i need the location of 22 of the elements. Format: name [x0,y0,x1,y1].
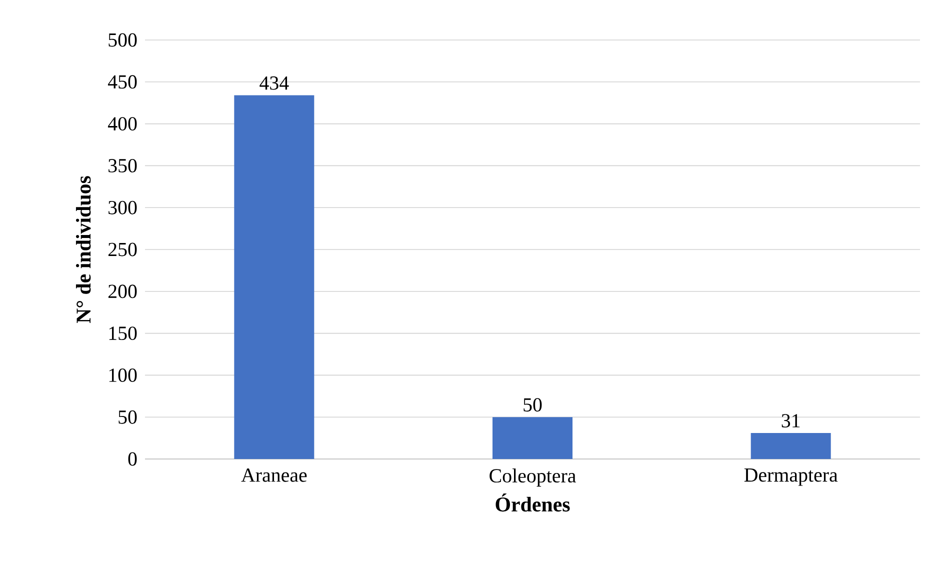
data-label: 434 [260,76,289,90]
y-tick-label: 150 [109,326,137,340]
y-tick-label: 50 [118,410,137,424]
x-tick-label: Araneae [241,468,307,482]
y-tick-label: 250 [108,242,137,256]
x-axis-title: Órdenes [496,493,570,512]
y-tick-label: 450 [108,75,137,89]
y-tick-label: 300 [108,200,137,214]
y-tick-label: 200 [108,284,137,298]
y-tick-label: 100 [109,368,137,382]
x-tick-label: Dermaptera [744,468,838,486]
data-label: 50 [524,398,542,412]
y-tick-label: 500 [108,33,137,47]
y-axis-title: N° de individuos [76,176,91,324]
bar [750,433,831,459]
y-tick-label: 400 [108,117,137,131]
data-label: 31 [782,414,800,428]
bar [234,95,314,459]
y-tick-label: 0 [128,452,137,466]
bar [492,417,573,459]
x-tick-label: Coleoptera [490,468,576,487]
y-tick-label: 350 [108,158,137,172]
